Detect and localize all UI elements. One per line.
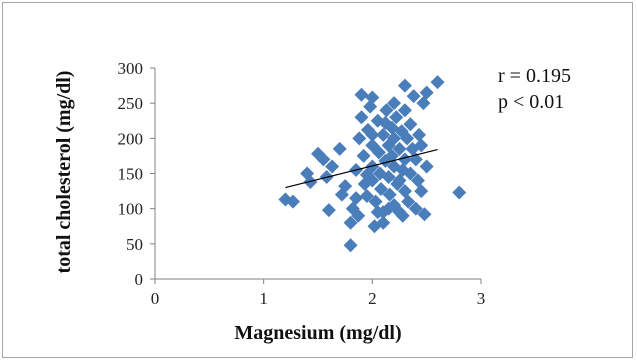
y-tick-label: 0: [135, 270, 144, 289]
data-point: [374, 181, 389, 196]
data-point: [395, 208, 410, 223]
data-point: [403, 117, 418, 132]
data-point: [351, 208, 366, 223]
data-point: [371, 145, 386, 160]
data-point: [416, 96, 431, 111]
x-tick-label: 3: [477, 289, 486, 308]
x-tick-label: 0: [151, 289, 160, 308]
data-point: [397, 78, 412, 93]
data-point: [378, 115, 393, 130]
data-point: [359, 189, 374, 204]
data-point: [397, 152, 412, 167]
data-point: [321, 203, 336, 218]
data-point: [381, 170, 396, 185]
data-point: [414, 138, 429, 153]
y-tick-label: 250: [118, 94, 144, 113]
data-point: [376, 127, 391, 142]
data-point: [338, 179, 353, 194]
data-point: [365, 90, 380, 105]
x-tick-label: 2: [368, 289, 377, 308]
data-point: [419, 85, 434, 100]
data-point: [408, 201, 423, 216]
data-point: [343, 215, 358, 230]
data-point: [412, 127, 427, 142]
data-point: [389, 110, 404, 125]
data-point: [381, 201, 396, 216]
data-point: [414, 184, 429, 199]
y-axis-title: total cholesterol (mg/dl): [53, 71, 75, 274]
data-point: [382, 187, 397, 202]
data-point: [387, 96, 402, 111]
axes: [154, 68, 481, 280]
ticks: 0 1 2 3 0 50 100 150 200 250 300: [118, 59, 486, 308]
data-point: [387, 131, 402, 146]
data-point: [397, 103, 412, 118]
data-point: [368, 194, 383, 209]
data-point: [349, 191, 364, 206]
points: [278, 75, 467, 253]
data-point: [430, 75, 445, 90]
data-point: [403, 166, 418, 181]
data-point: [452, 185, 467, 200]
y-tick-label: 300: [118, 59, 144, 78]
y-tick-label: 150: [118, 165, 144, 184]
data-point: [397, 184, 412, 199]
data-point: [356, 148, 371, 163]
data-point: [286, 194, 301, 209]
data-point: [401, 194, 416, 209]
data-point: [400, 131, 415, 146]
x-tick-label: 1: [259, 289, 268, 308]
data-point: [406, 89, 421, 104]
data-point: [370, 205, 385, 220]
y-tick-label: 100: [118, 200, 144, 219]
y-tick-label: 200: [118, 129, 144, 148]
stat-p: p < 0.01: [498, 91, 564, 113]
data-point: [379, 103, 394, 118]
data-point: [354, 87, 369, 102]
data-point: [417, 207, 432, 222]
x-axis-title: Magnesium (mg/dl): [234, 322, 401, 344]
data-point: [384, 148, 399, 163]
data-point: [332, 141, 347, 156]
data-point: [376, 215, 391, 230]
data-point: [419, 159, 434, 174]
data-point: [392, 141, 407, 156]
data-point: [354, 110, 369, 125]
data-point: [359, 167, 374, 182]
stat-r: r = 0.195: [498, 65, 571, 87]
trendline: [285, 149, 438, 189]
data-point: [316, 152, 331, 167]
data-point: [410, 173, 425, 188]
data-point: [343, 238, 358, 253]
data-point: [325, 159, 340, 174]
data-point: [392, 173, 407, 188]
y-tick-label: 50: [126, 235, 143, 254]
data-point: [352, 131, 367, 146]
data-point: [365, 127, 380, 142]
